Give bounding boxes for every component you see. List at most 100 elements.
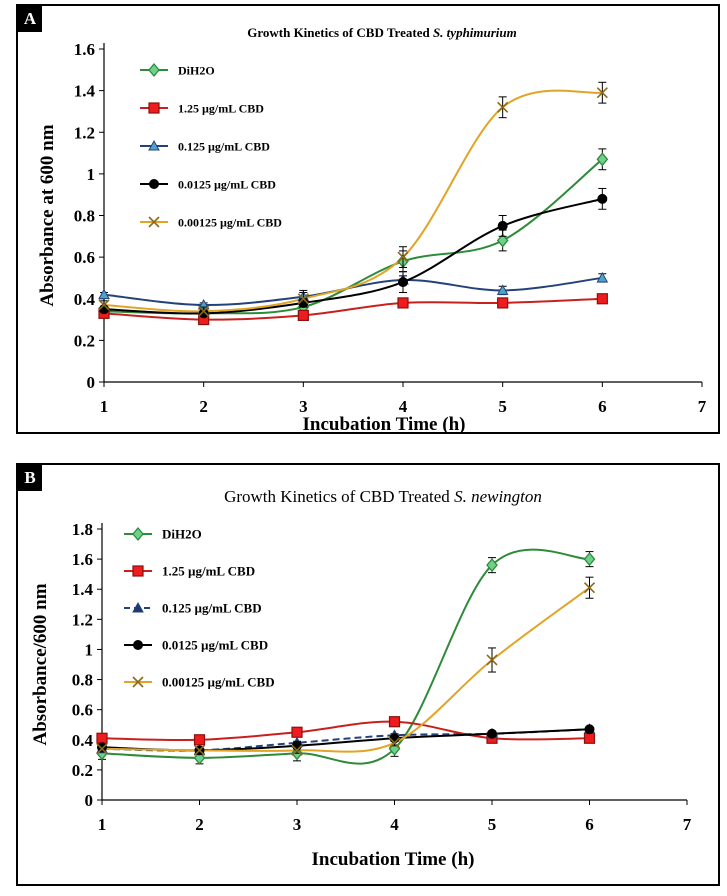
data-point-0-4 [486, 558, 498, 573]
chart-b-svg: Growth Kinetics of CBD Treated S. newing… [30, 487, 692, 870]
data-point-4-3 [388, 737, 401, 749]
data-point-3-5 [597, 193, 608, 204]
data-point-3-4 [497, 220, 508, 231]
data-point-4-4-stroke-b [497, 101, 509, 113]
data-point-4-5 [583, 582, 596, 594]
data-point-4-2 [291, 744, 303, 756]
data-point-1-3 [397, 297, 409, 309]
data-point-legend-3-0 [133, 640, 143, 650]
data-point-4-0-stroke-b [98, 299, 110, 311]
x-tick-label: 5 [498, 397, 507, 416]
x-tick-label: 6 [598, 397, 607, 416]
y-tick-label: 1.2 [72, 610, 93, 629]
series-line-1 [103, 297, 603, 321]
chart-a-svg: Growth Kinetics of CBD Treated S. typhim… [37, 25, 707, 435]
y-tick-label: 1 [87, 165, 96, 184]
y-tick-label: 1.2 [74, 123, 95, 142]
legend-label-4: 0.00125 µg/mL CBD [162, 675, 275, 690]
chart-panel-b: B Growth Kinetics of CBD Treated S. newi… [16, 463, 720, 886]
data-point-4-2-stroke-b [297, 293, 309, 305]
data-point-4-2-stroke-b [291, 744, 303, 756]
chart-title-organism: S. newington [454, 487, 542, 506]
y-axis-label: Absorbance/600 nm [30, 583, 51, 745]
x-tick-label: 4 [390, 815, 399, 834]
data-point-1-5 [583, 732, 596, 744]
y-tick-label: 0.2 [72, 761, 93, 780]
y-tick-label: 1.4 [72, 580, 94, 599]
y-tick-label: 0 [85, 791, 94, 810]
panel-label: B [18, 465, 42, 491]
y-tick-label: 0.4 [74, 290, 96, 309]
legend-label-4: 0.00125 µg/mL CBD [178, 216, 282, 230]
data-point-legend-3-0 [149, 179, 159, 189]
data-point-4-4-stroke-b [486, 654, 498, 666]
x-tick-label: 1 [100, 397, 109, 416]
legend-label-0: DiH2O [162, 527, 202, 542]
chart-title: Growth Kinetics of CBD Treated S. newing… [224, 487, 542, 506]
legend-label-3: 0.0125 µg/mL CBD [162, 638, 268, 653]
legend-label-3: 0.0125 µg/mL CBD [178, 178, 276, 192]
data-point-4-0 [96, 743, 108, 755]
series-line-4 [103, 89, 603, 313]
data-point-1-4 [497, 297, 509, 309]
data-point-legend-0-0 [132, 526, 144, 542]
data-point-legend-0-0 [148, 62, 160, 78]
x-axis-label: Incubation Time (h) [312, 849, 475, 870]
data-point-1-3 [388, 716, 401, 728]
data-point-4-4 [497, 101, 509, 113]
y-tick-label: 0.8 [74, 207, 95, 226]
data-point-4-2 [297, 293, 309, 305]
x-axis-label: Incubation Time (h) [303, 414, 466, 435]
y-tick-label: 1.6 [72, 550, 93, 569]
x-tick-label: 7 [683, 815, 692, 834]
chart-title-organism: S. typhimurium [433, 25, 517, 40]
y-tick-label: 0.6 [72, 701, 93, 720]
data-point-3-4 [487, 728, 497, 739]
data-point-legend-4-0-stroke-b [148, 216, 160, 228]
panel-label: A [18, 6, 42, 32]
data-point-1-1 [193, 734, 206, 746]
data-point-2-5 [596, 271, 609, 283]
data-point-4-5-stroke-b [596, 87, 608, 99]
y-axis-label: Absorbance at 600 nm [37, 124, 58, 306]
data-point-4-3-stroke-b [397, 251, 409, 263]
data-point-0-5 [596, 152, 609, 167]
data-point-0-4 [496, 233, 509, 248]
y-tick-label: 0.8 [72, 671, 93, 690]
data-point-4-1 [198, 305, 210, 317]
y-tick-label: 1.4 [74, 82, 96, 101]
legend-label-2: 0.125 µg/mL CBD [178, 140, 270, 154]
data-point-1-5 [596, 293, 608, 305]
chart-panel-a: A Growth Kinetics of CBD Treated S. typh… [16, 4, 720, 435]
x-tick-label: 6 [585, 815, 594, 834]
data-point-2-4 [496, 284, 509, 295]
legend-label-0: DiH2O [178, 64, 215, 78]
data-point-4-0-stroke-b [96, 743, 108, 755]
data-point-legend-4-0 [132, 676, 144, 688]
data-point-4-5-stroke-b [583, 582, 596, 594]
series-line-1 [101, 720, 590, 742]
data-point-legend-4-0 [148, 216, 160, 228]
data-point-4-4 [486, 654, 498, 666]
x-tick-label: 3 [293, 815, 302, 834]
data-point-2-0 [98, 288, 110, 300]
y-tick-label: 1.8 [72, 520, 93, 539]
data-point-1-2 [297, 309, 309, 321]
y-tick-label: 0.6 [74, 248, 95, 267]
y-tick-label: 0.2 [74, 331, 95, 350]
chart-title-text: Growth Kinetics of CBD Treated [224, 487, 454, 506]
data-point-4-1-stroke-b [193, 744, 206, 756]
x-tick-label: 5 [488, 815, 497, 834]
legend-label-1: 1.25 µg/mL CBD [162, 564, 255, 579]
data-point-legend-2-0 [132, 601, 144, 613]
legend-label-2: 0.125 µg/mL CBD [162, 601, 262, 616]
data-point-legend-2-0 [148, 139, 160, 151]
data-point-4-3-stroke-b [388, 737, 401, 749]
data-point-3-3 [398, 277, 408, 288]
x-tick-label: 7 [698, 397, 707, 416]
y-tick-label: 1 [85, 640, 94, 659]
series-line-2 [103, 276, 603, 306]
data-point-4-5 [596, 87, 608, 99]
x-tick-label: 2 [195, 815, 204, 834]
x-tick-label: 4 [399, 397, 408, 416]
